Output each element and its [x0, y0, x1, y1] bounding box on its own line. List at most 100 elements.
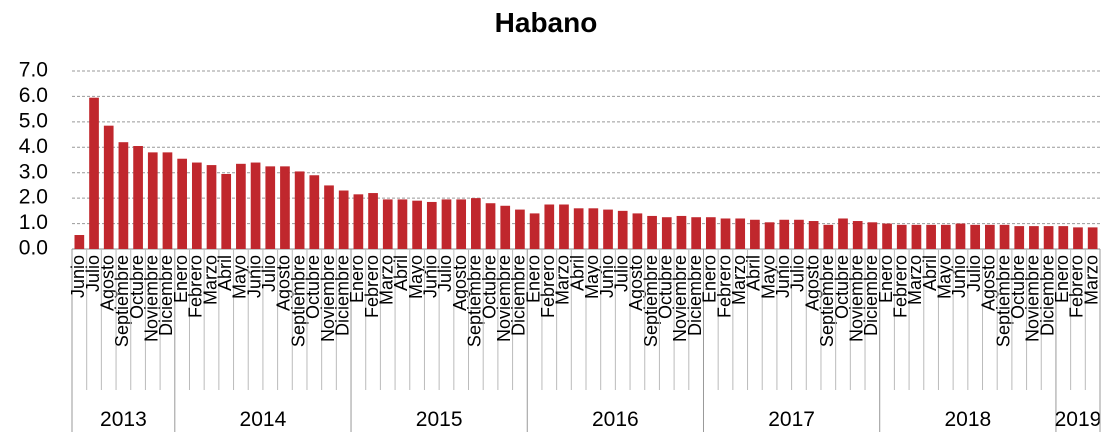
bar: [985, 224, 995, 249]
bar: [1043, 226, 1054, 249]
bar: [896, 224, 907, 249]
bar: [779, 219, 790, 249]
bar: [1073, 227, 1083, 249]
x-tick-label: Febrero: [714, 255, 734, 318]
x-tick-label: Julio: [788, 255, 808, 292]
bar: [882, 223, 892, 249]
group-label: 2016: [592, 408, 639, 431]
x-tick-label: Julio: [611, 255, 631, 292]
bar: [691, 217, 701, 249]
x-tick-label: Noviembre: [846, 255, 866, 342]
x-tick-label: Junio: [949, 255, 969, 298]
bar: [500, 205, 511, 249]
x-tick-label: Enero: [700, 255, 720, 303]
bar: [617, 210, 628, 249]
group-label: 2013: [100, 408, 147, 431]
bar: [338, 190, 349, 249]
bar: [808, 221, 819, 249]
bar: [368, 193, 378, 249]
x-tick-label: Junio: [68, 255, 88, 298]
x-tick-label: Diciembre: [156, 255, 176, 336]
x-tick-label: Marzo: [905, 255, 925, 305]
bar: [926, 224, 936, 249]
x-tick-label: Agosto: [979, 255, 999, 311]
x-tick-label: Octubre: [656, 255, 676, 319]
x-tick-label: Octubre: [127, 255, 147, 319]
x-tick-label: Agosto: [97, 255, 117, 311]
bar: [705, 217, 716, 249]
bar: [118, 142, 129, 249]
bar: [911, 224, 922, 249]
x-tick-label: Junio: [421, 255, 441, 298]
bar: [133, 146, 143, 249]
x-tick-label: Marzo: [729, 255, 749, 305]
x-tick-label: Julio: [435, 255, 455, 292]
group-label: 2015: [416, 408, 463, 431]
bar: [221, 173, 232, 249]
x-tick-label: Agosto: [274, 255, 294, 311]
bar: [529, 213, 540, 249]
x-tick-label: Septiembre: [641, 255, 661, 347]
x-tick-label: Noviembre: [670, 255, 690, 342]
x-tick-label: Septiembre: [993, 255, 1013, 347]
bar: [265, 166, 276, 249]
group-label: 2019: [1055, 408, 1102, 431]
x-tick-label: Mayo: [582, 255, 602, 299]
y-tick-label: 5.0: [19, 109, 48, 132]
x-tick-label: Junio: [597, 255, 617, 298]
bar: [441, 199, 452, 249]
x-tick-label: Marzo: [376, 255, 396, 305]
bar: [412, 200, 422, 249]
x-tick-label: Abril: [215, 255, 235, 291]
bar: [735, 218, 746, 249]
bar: [206, 165, 217, 249]
x-tick-label: Septiembre: [288, 255, 308, 347]
bar: [89, 97, 99, 249]
x-tick-label: Agosto: [802, 255, 822, 311]
bar: [485, 203, 496, 249]
x-tick-label: Febrero: [890, 255, 910, 318]
x-tick-label: Febrero: [186, 255, 206, 318]
x-tick-label: Noviembre: [318, 255, 338, 342]
x-tick-label: Diciembre: [1037, 255, 1057, 336]
x-tick-label: Junio: [773, 255, 793, 298]
chart-title: Habano: [495, 7, 598, 38]
x-tick-label: Mayo: [406, 255, 426, 299]
bar: [162, 152, 173, 249]
x-tick-label: Diciembre: [332, 255, 352, 336]
group-label: 2017: [768, 408, 815, 431]
bar: [280, 166, 290, 249]
bar: [74, 235, 85, 249]
x-tick-label: Noviembre: [142, 255, 162, 342]
x-tick-label: Enero: [347, 255, 367, 303]
x-tick-label: Diciembre: [509, 255, 529, 336]
bar: [309, 175, 320, 249]
bar: [559, 204, 569, 249]
x-tick-label: Enero: [876, 255, 896, 303]
x-tick-label: Abril: [567, 255, 587, 291]
bar: [588, 208, 599, 249]
bar: [940, 224, 951, 249]
x-tick-label: Mayo: [758, 255, 778, 299]
y-tick-label: 4.0: [19, 135, 48, 158]
x-tick-label: Febrero: [1067, 255, 1087, 318]
x-tick-label: Abril: [920, 255, 940, 291]
x-tick-label: Noviembre: [494, 255, 514, 342]
bar: [147, 152, 158, 249]
bar: [999, 224, 1010, 249]
x-tick-label: Diciembre: [685, 255, 705, 336]
x-tick-label: Abril: [391, 255, 411, 291]
x-tick-label: Enero: [171, 255, 191, 303]
bar: [573, 208, 584, 249]
x-tick-label: Julio: [259, 255, 279, 292]
bar: [324, 185, 334, 249]
bar: [750, 219, 760, 249]
bar: [426, 201, 437, 249]
bar: [955, 223, 966, 249]
bar: [103, 125, 114, 249]
group-label: 2014: [240, 408, 287, 431]
bar: [1058, 226, 1069, 249]
bar: [603, 209, 613, 249]
bar: [250, 162, 261, 249]
